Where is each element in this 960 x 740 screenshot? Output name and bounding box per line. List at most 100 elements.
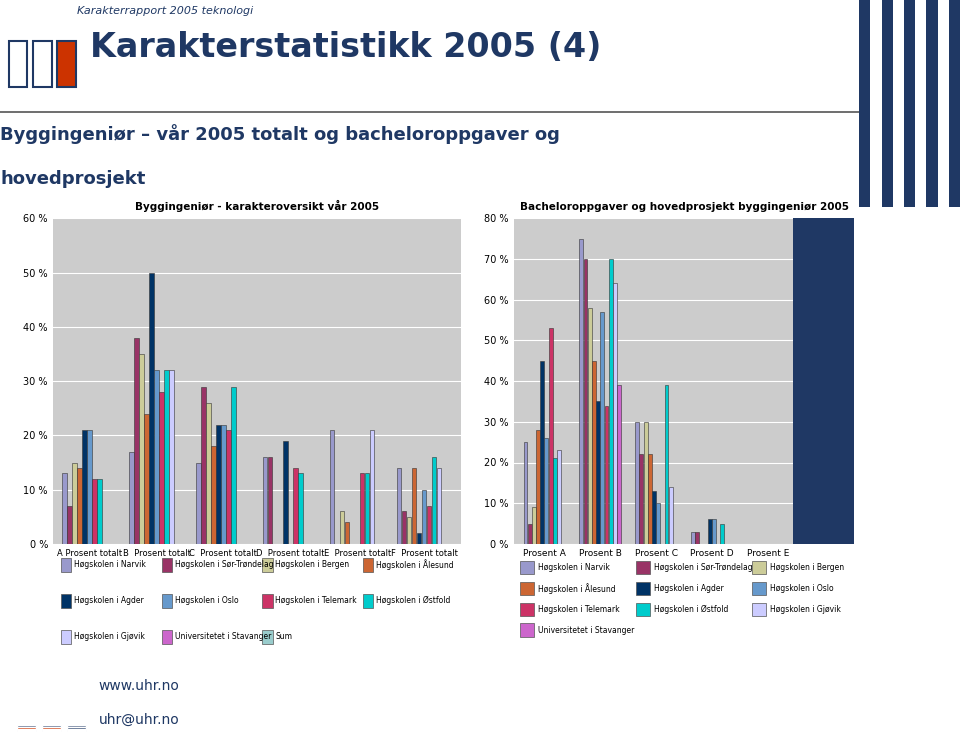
Bar [904, 0, 915, 207]
Text: Høgskolen i Agder: Høgskolen i Agder [654, 584, 724, 593]
Bar [859, 0, 871, 207]
Bar [520, 623, 534, 637]
Bar [92, 479, 97, 544]
Bar [412, 468, 417, 544]
Text: Høgskolen i Telemark: Høgskolen i Telemark [276, 596, 357, 605]
Bar [639, 454, 643, 544]
Bar [262, 558, 273, 571]
Text: Universitetet i Stavanger: Universitetet i Stavanger [175, 633, 271, 642]
Bar [652, 491, 656, 544]
Text: Høgskolen i Østfold: Høgskolen i Østfold [654, 605, 729, 614]
Text: Høgskolen i Oslo: Høgskolen i Oslo [175, 596, 238, 605]
Bar [540, 360, 544, 544]
Text: Høgskolen i Agder: Høgskolen i Agder [74, 596, 143, 605]
Text: Høgskolen i Narvik: Høgskolen i Narvik [539, 563, 610, 572]
Bar [648, 454, 652, 544]
Text: Høgskolen i Bergen: Høgskolen i Bergen [276, 560, 349, 569]
Bar [427, 506, 431, 544]
Bar [67, 730, 86, 731]
Bar [617, 385, 621, 544]
Bar [60, 630, 71, 644]
Bar [363, 558, 373, 571]
Bar [67, 724, 86, 727]
Bar [553, 458, 557, 544]
Bar [149, 272, 154, 544]
Bar [42, 727, 61, 729]
Text: Byggingeniør – vår 2005 totalt og bacheloroppgaver og: Byggingeniør – vår 2005 totalt og bachel… [0, 124, 560, 144]
Bar [17, 730, 36, 731]
Bar [9, 41, 28, 87]
Bar [421, 490, 426, 544]
Text: Universitetet i Stavanger: Universitetet i Stavanger [539, 626, 635, 635]
Bar [609, 259, 612, 544]
Bar [298, 474, 302, 544]
Bar [636, 582, 650, 595]
Bar [196, 462, 201, 544]
Bar [231, 386, 236, 544]
Text: uhr@uhr.no: uhr@uhr.no [99, 713, 180, 727]
Bar [592, 360, 596, 544]
Bar [691, 531, 695, 544]
Title: Byggingeniør - karakteroversikt vår 2005: Byggingeniør - karakteroversikt vår 2005 [134, 200, 379, 212]
Bar [881, 0, 893, 207]
Bar [262, 594, 273, 608]
Bar [345, 522, 349, 544]
Bar [657, 503, 660, 544]
Bar [293, 468, 298, 544]
Bar [17, 724, 36, 727]
Bar [588, 308, 591, 544]
Bar [17, 727, 36, 729]
Bar [432, 457, 437, 544]
Text: Høgskolen i Ålesund: Høgskolen i Ålesund [376, 559, 454, 571]
Bar [871, 0, 881, 207]
Bar [926, 0, 938, 207]
Text: Høgskolen i Gjøvik: Høgskolen i Gjøvik [770, 605, 841, 614]
Bar [532, 508, 536, 544]
Bar [520, 602, 534, 616]
Bar [437, 468, 442, 544]
Bar [57, 41, 76, 87]
Bar [33, 41, 52, 87]
Title: Bacheloroppgaver og hovedprosjekt byggingeniør 2005: Bacheloroppgaver og hovedprosjekt byggin… [519, 202, 849, 212]
Bar [721, 524, 725, 544]
Bar [636, 422, 639, 544]
Bar [161, 594, 172, 608]
Bar [164, 370, 169, 544]
Text: Høgskolen i Østfold: Høgskolen i Østfold [376, 596, 450, 605]
Bar [893, 0, 904, 207]
Bar [557, 450, 561, 544]
Bar [97, 479, 102, 544]
Bar [396, 468, 401, 544]
Bar [536, 430, 540, 544]
Bar [262, 630, 273, 644]
Bar [708, 519, 711, 544]
Bar [161, 558, 172, 571]
Bar [340, 511, 345, 544]
Bar [83, 430, 86, 544]
Bar [62, 474, 67, 544]
Bar [753, 582, 766, 595]
Bar [67, 506, 72, 544]
Bar [144, 414, 149, 544]
Bar [915, 0, 926, 207]
Bar [161, 630, 172, 644]
Bar [365, 474, 370, 544]
Bar [226, 430, 230, 544]
Bar [948, 0, 960, 207]
Bar [206, 403, 210, 544]
Bar [938, 0, 948, 207]
Text: Høgskolen i Telemark: Høgskolen i Telemark [539, 605, 620, 614]
Bar [211, 446, 216, 544]
Bar [643, 422, 647, 544]
Bar [134, 337, 138, 544]
Bar [605, 406, 609, 544]
Bar [600, 312, 604, 544]
Bar [169, 370, 174, 544]
Bar [283, 441, 288, 544]
Bar [401, 511, 406, 544]
Bar [612, 283, 616, 544]
Text: Høgskolen i Ålesund: Høgskolen i Ålesund [539, 583, 615, 594]
Bar [159, 392, 164, 544]
Bar [695, 531, 699, 544]
Bar [664, 385, 668, 544]
